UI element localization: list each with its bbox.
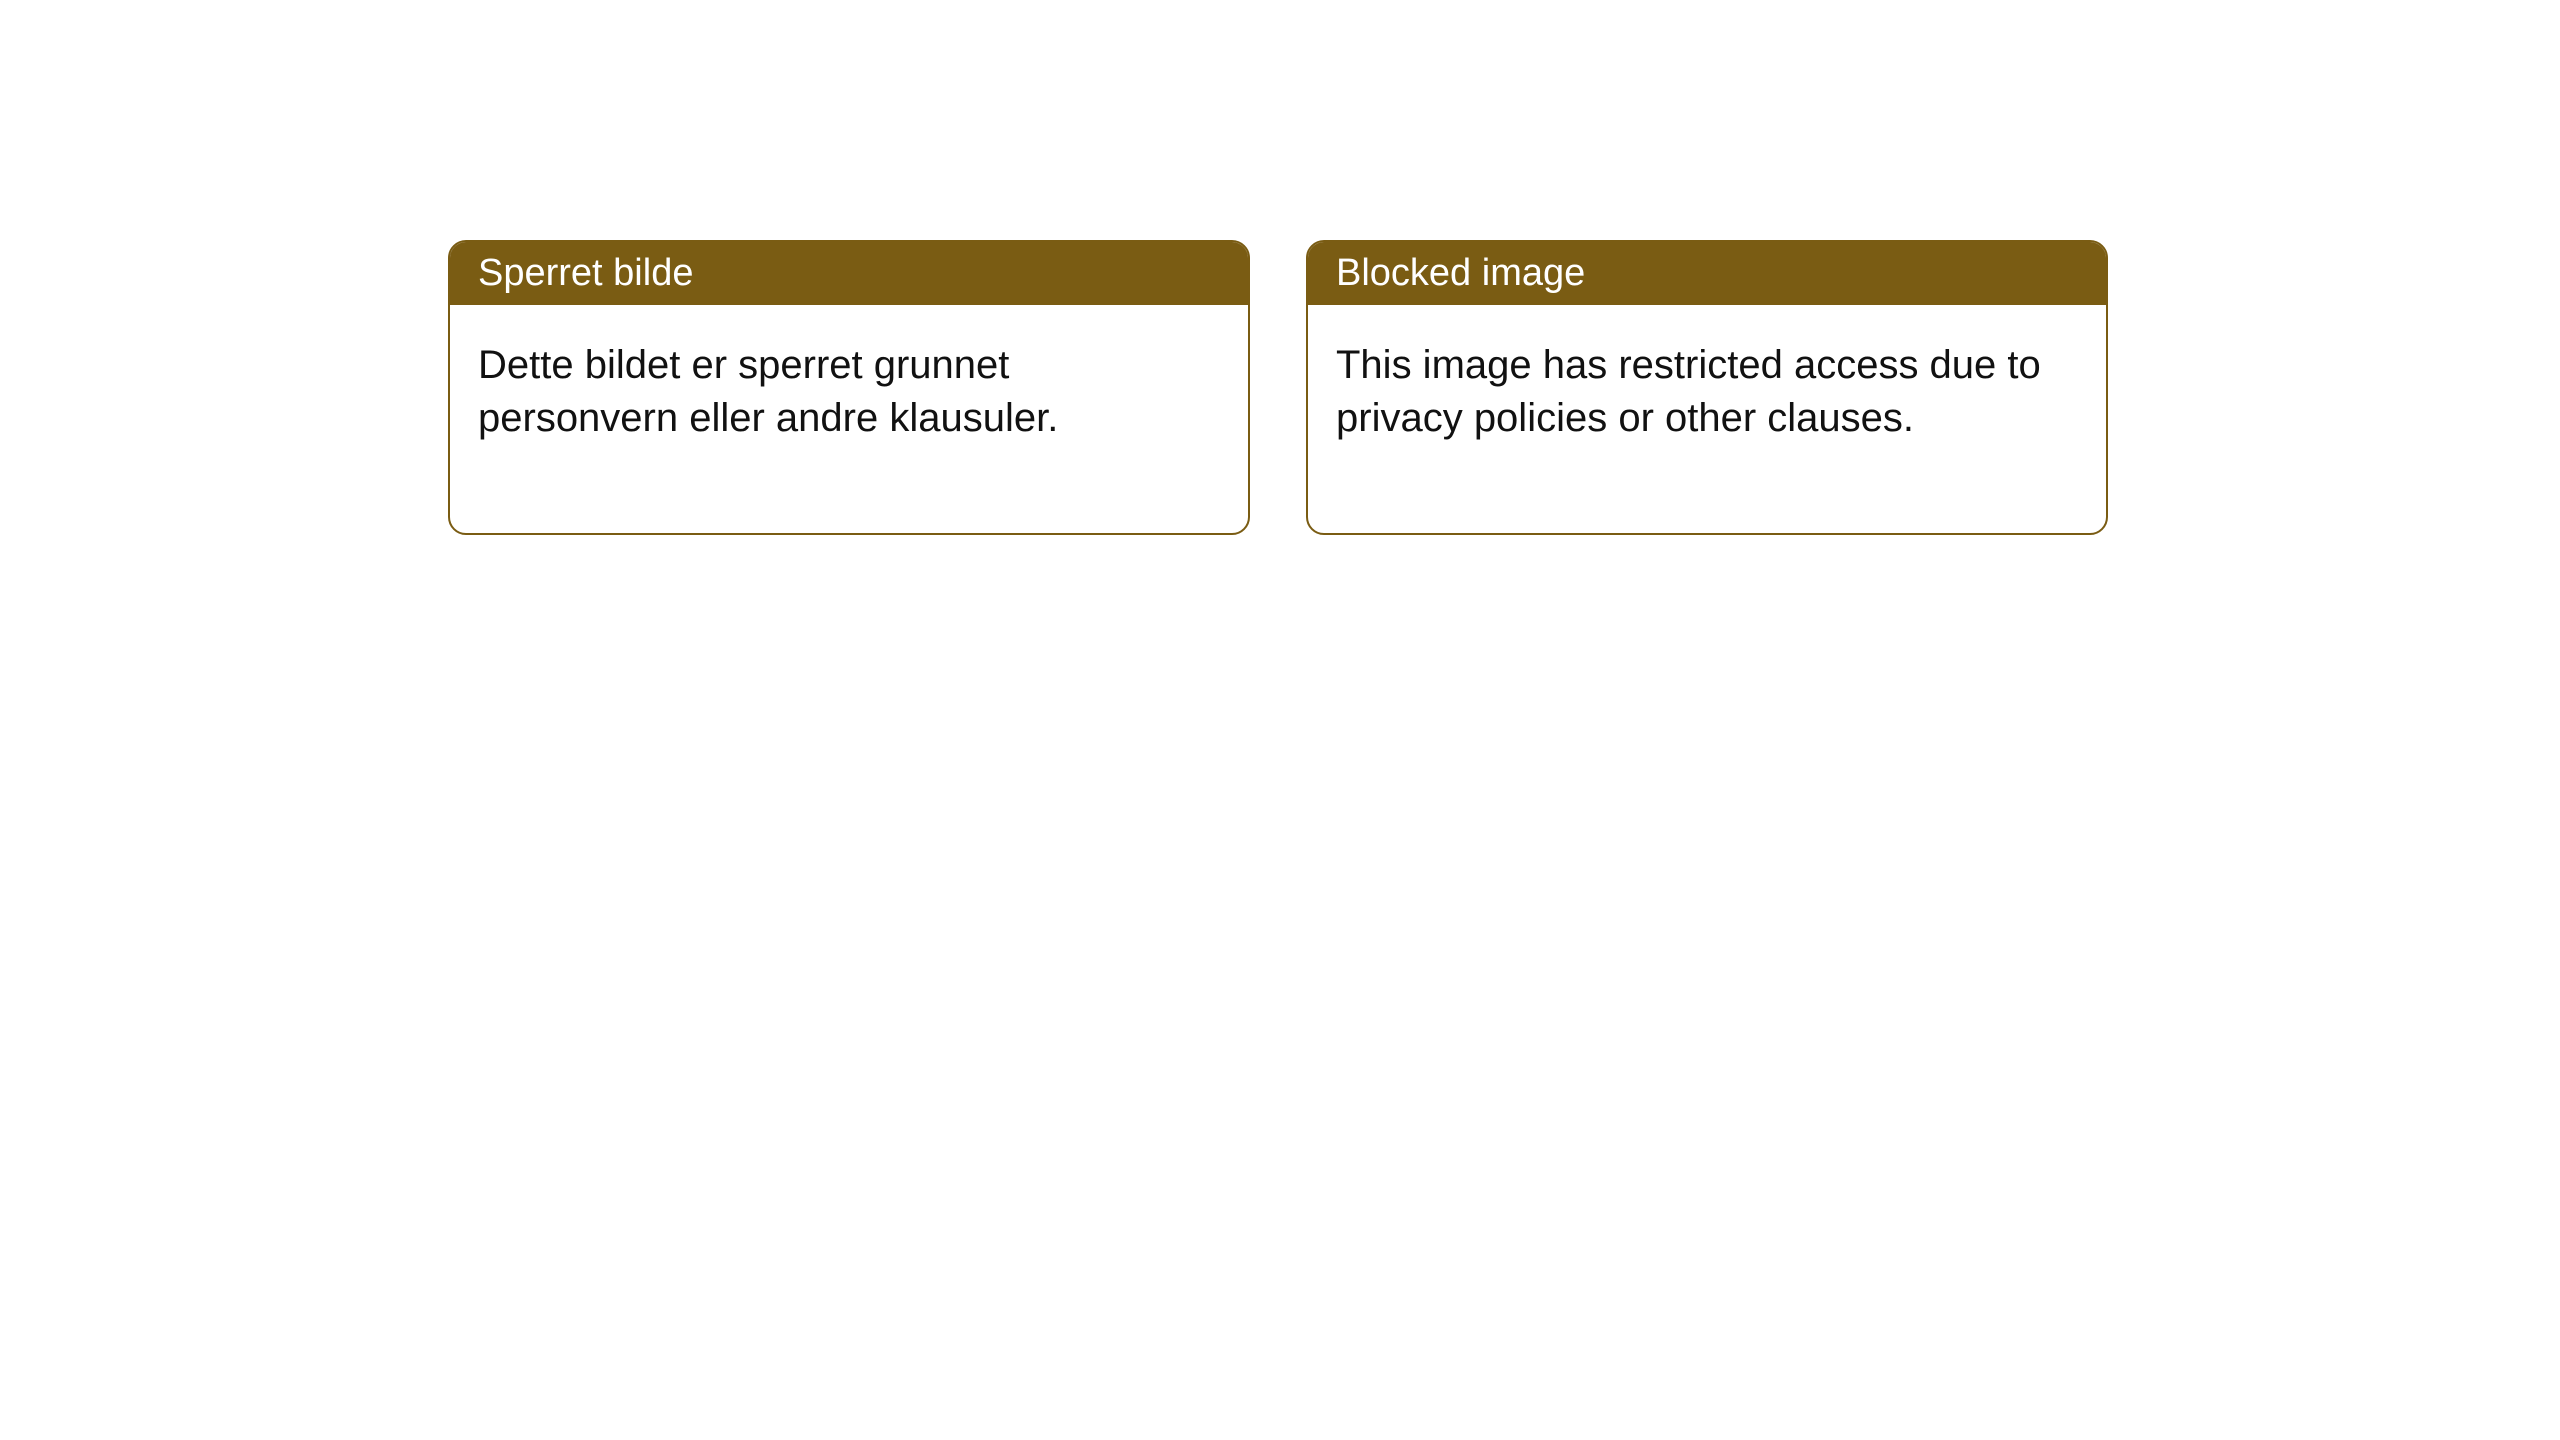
- notice-title: Blocked image: [1308, 242, 2106, 305]
- notice-card-norwegian: Sperret bilde Dette bildet er sperret gr…: [448, 240, 1250, 535]
- notice-card-english: Blocked image This image has restricted …: [1306, 240, 2108, 535]
- notice-body: This image has restricted access due to …: [1308, 305, 2106, 533]
- notice-body: Dette bildet er sperret grunnet personve…: [450, 305, 1248, 533]
- notice-title: Sperret bilde: [450, 242, 1248, 305]
- notice-container: Sperret bilde Dette bildet er sperret gr…: [0, 0, 2560, 535]
